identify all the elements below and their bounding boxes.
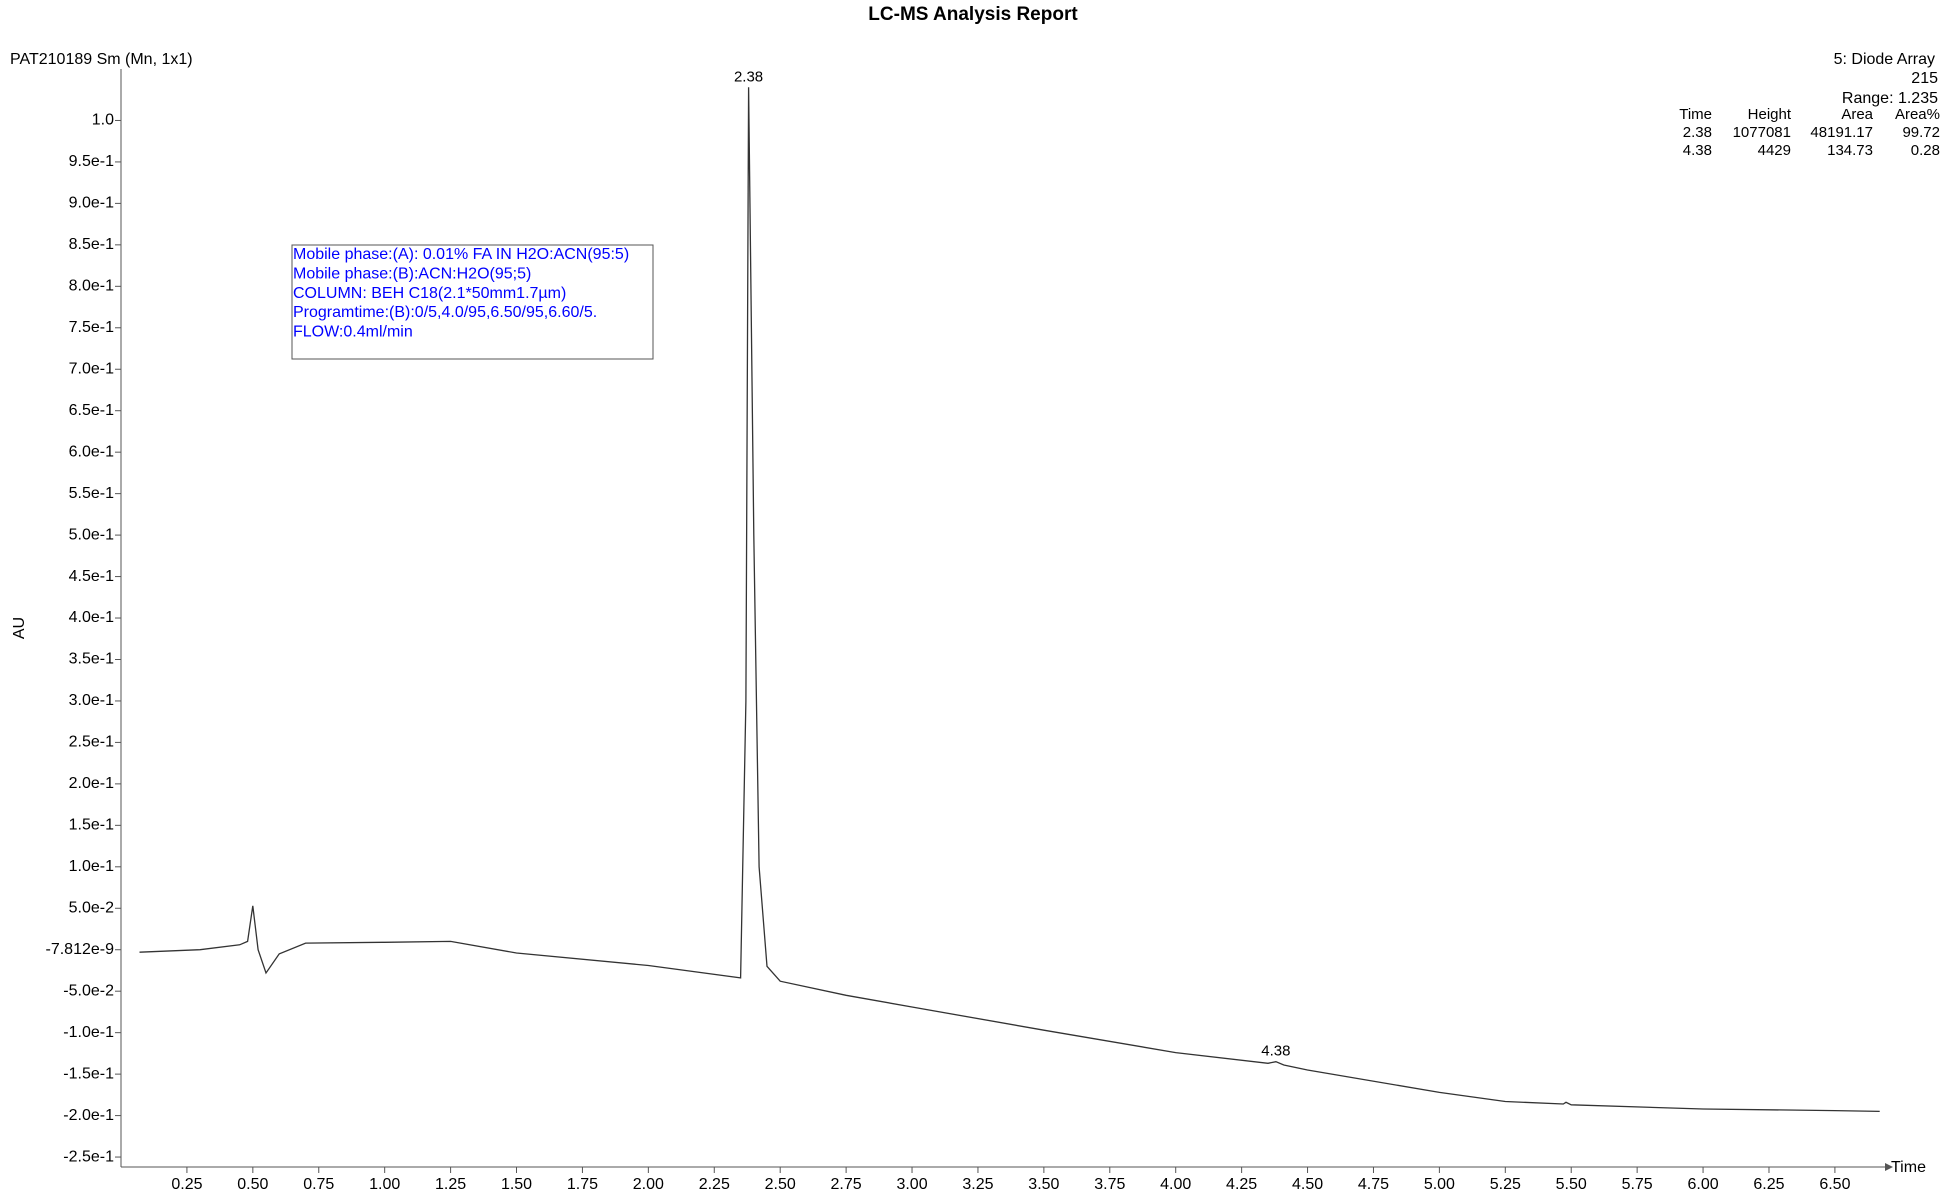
x-tick-label: 0.25	[171, 1176, 202, 1193]
x-tick-label: 5.00	[1424, 1176, 1455, 1193]
condition-line: COLUMN: BEH C18(2.1*50mm1.7µm)	[293, 285, 566, 302]
y-tick-label: 5.5e-1	[69, 485, 114, 502]
peak-table: Time Height Area Area% 2.38 1077081 48191.17 99…	[1679, 106, 1940, 159]
y-tick-label: 5.0e-2	[69, 899, 114, 916]
table-cell: 48191.17	[1810, 124, 1873, 141]
x-tick-label: 3.75	[1094, 1176, 1125, 1193]
x-tick-label: 4.25	[1226, 1176, 1257, 1193]
x-tick-label: 2.00	[633, 1176, 664, 1193]
x-axis-arrow	[1885, 1163, 1893, 1171]
x-tick-label: 2.25	[699, 1176, 730, 1193]
condition-line: Mobile phase:(B):ACN:H2O(95;5)	[293, 266, 531, 283]
x-tick-label: 1.00	[369, 1176, 400, 1193]
y-axis-label: AU	[11, 617, 28, 639]
y-tick-label: 9.5e-1	[69, 153, 114, 170]
x-tick-label: 1.25	[435, 1176, 466, 1193]
table-cell: 134.73	[1827, 142, 1873, 159]
table-cell: 0.28	[1911, 142, 1940, 159]
sample-name: PAT210189 Sm (Mn, 1x1)	[10, 51, 193, 68]
table-cell: 4.38	[1683, 142, 1712, 159]
y-tick-label: -1.5e-1	[63, 1065, 114, 1082]
trace-line	[139, 87, 1880, 1113]
condition-line: Mobile phase:(A): 0.01% FA IN H2O:ACN(95…	[293, 246, 629, 263]
x-tick-label: 6.25	[1753, 1176, 1784, 1193]
table-cell: 1077081	[1733, 124, 1791, 141]
table-header: Area	[1841, 106, 1873, 123]
y-tick-label: 2.0e-1	[69, 775, 114, 792]
y-tick-label: 7.0e-1	[69, 360, 114, 377]
y-tick-label: -2.0e-1	[63, 1107, 114, 1124]
x-tick-label: 2.50	[765, 1176, 796, 1193]
x-tick-label: 3.00	[896, 1176, 927, 1193]
y-tick-label: 7.5e-1	[69, 319, 114, 336]
table-cell: 99.72	[1902, 124, 1940, 141]
wavelength: 215	[1911, 70, 1938, 87]
y-tick-label: 6.5e-1	[69, 402, 114, 419]
x-axis-label: Time	[1891, 1159, 1926, 1176]
y-tick-label: -5.0e-2	[63, 982, 114, 999]
x-tick-label: 6.00	[1687, 1176, 1718, 1193]
range: Range: 1.235	[1842, 90, 1938, 107]
info-box	[291, 244, 654, 360]
x-tick-label: 5.75	[1622, 1176, 1653, 1193]
y-tick-label: 6.0e-1	[69, 443, 114, 460]
y-tick-label: 1.0	[92, 112, 114, 129]
x-tick-label: 3.50	[1028, 1176, 1059, 1193]
detector: 5: Diode Array	[1834, 51, 1935, 68]
y-tick-label: 3.0e-1	[69, 692, 114, 709]
y-tick-label: 8.5e-1	[69, 236, 114, 253]
x-tick-label: 1.50	[501, 1176, 532, 1193]
y-tick-label: 4.0e-1	[69, 609, 114, 626]
x-tick-label: 3.25	[962, 1176, 993, 1193]
x-tick-label: 6.50	[1819, 1176, 1850, 1193]
y-tick-label: -1.0e-1	[63, 1024, 114, 1041]
y-tick-label: -7.812e-9	[46, 941, 115, 958]
x-tick-label: 4.00	[1160, 1176, 1191, 1193]
table-header: Time	[1679, 106, 1712, 123]
x-tick-label: 2.75	[831, 1176, 862, 1193]
x-tick-label: 0.75	[303, 1176, 334, 1193]
y-tick-label: 3.5e-1	[69, 651, 114, 668]
condition-line: FLOW:0.4ml/min	[293, 323, 413, 340]
condition-line: Programtime:(B):0/5,4.0/95,6.50/95,6.60/…	[293, 304, 597, 321]
peak-label: 4.38	[1261, 1043, 1290, 1060]
info-group: Mobile phase:(A): 0.01% FA IN H2O:ACN(95…	[293, 246, 629, 340]
x-tick-label: 0.50	[237, 1176, 268, 1193]
y-tick-label: 8.0e-1	[69, 278, 114, 295]
y-tick-label: -2.5e-1	[63, 1148, 114, 1165]
table-header: Height	[1748, 106, 1792, 123]
table-cell: 4429	[1758, 142, 1791, 159]
x-tick-label: 4.75	[1358, 1176, 1389, 1193]
x-tick-label: 5.50	[1556, 1176, 1587, 1193]
y-tick-label: 5.0e-1	[69, 526, 114, 543]
y-tick-label: 1.5e-1	[69, 817, 114, 834]
table-cell: 2.38	[1683, 124, 1712, 141]
x-tick-label: 5.25	[1490, 1176, 1521, 1193]
x-tick-label: 1.75	[567, 1176, 598, 1193]
table-header: Area%	[1895, 106, 1940, 123]
y-tick-label: 2.5e-1	[69, 734, 114, 751]
y-tick-label: 1.0e-1	[69, 858, 114, 875]
chart-title: LC-MS Analysis Report	[868, 4, 1078, 25]
y-tick-label: 9.0e-1	[69, 195, 114, 212]
x-tick-label: 4.50	[1292, 1176, 1323, 1193]
peak-label: 2.38	[734, 68, 763, 85]
y-tick-label: 4.5e-1	[69, 568, 114, 585]
